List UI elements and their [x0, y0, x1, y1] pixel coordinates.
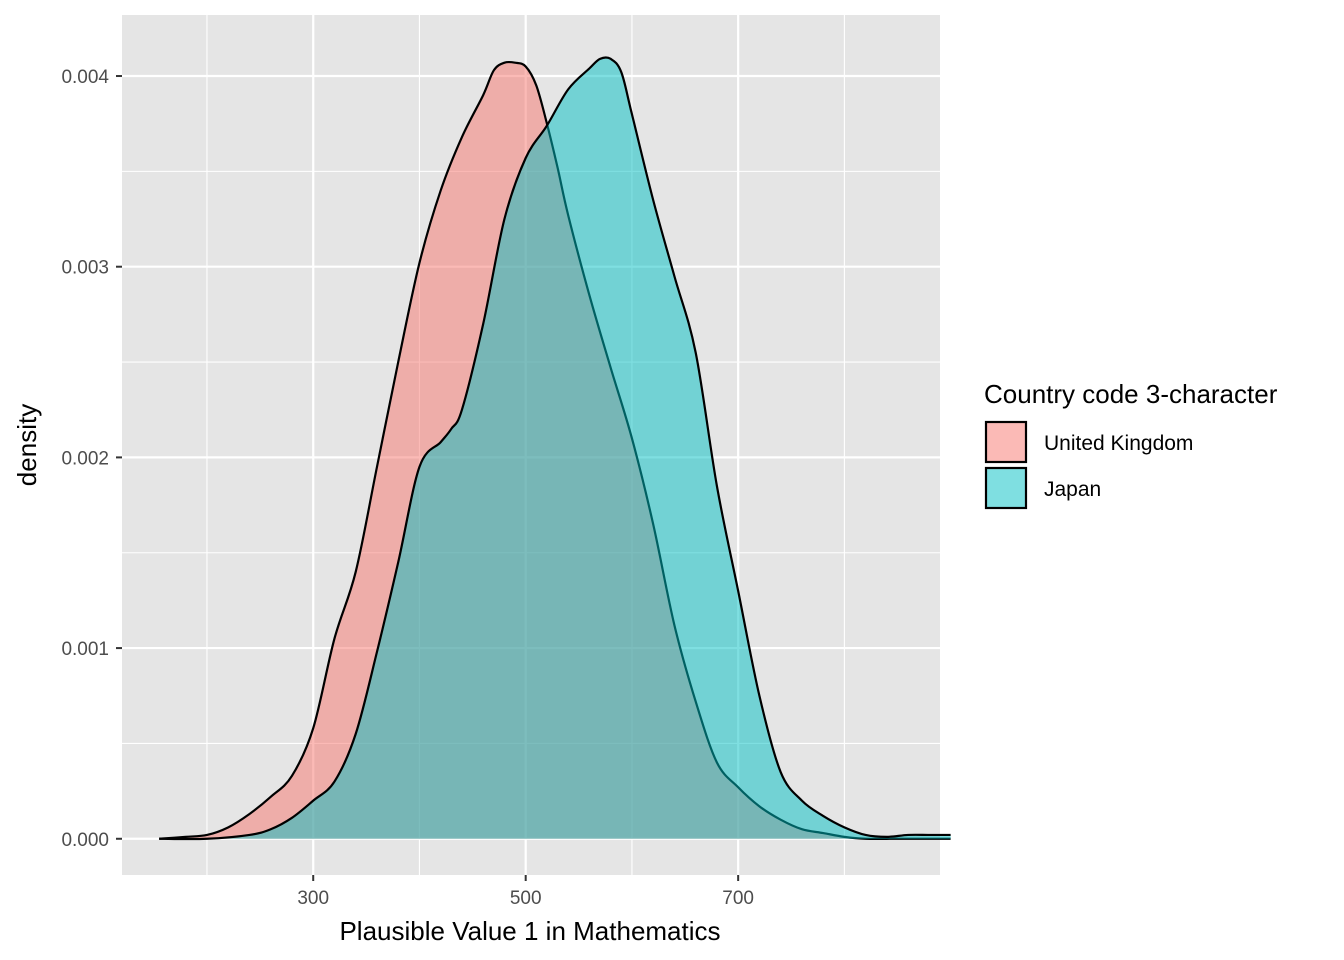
y-tick-label: 0.001: [61, 639, 109, 660]
density-areas: [159, 56, 951, 841]
legend-label-united-kingdom: United Kingdom: [1044, 432, 1193, 455]
y-tick-label: 0.004: [61, 67, 109, 88]
y-axis-title: density: [12, 404, 42, 486]
x-axis-title: Plausible Value 1 in Mathematics: [339, 916, 720, 946]
density-area-japan: [159, 57, 951, 840]
y-tick-label: 0.003: [61, 258, 109, 279]
x-tick-label: 700: [722, 888, 754, 909]
x-tick-label: 500: [510, 888, 542, 909]
legend-title: Country code 3-character: [984, 379, 1278, 409]
legend-swatch-japan: [984, 466, 1028, 510]
x-tick-label: 300: [297, 888, 329, 909]
density-line-japan: [159, 56, 951, 841]
legend: Country code 3-character United Kingdom J…: [984, 379, 1278, 510]
y-tick-label: 0.002: [61, 448, 109, 469]
legend-label-japan: Japan: [1044, 478, 1101, 501]
legend-items: United Kingdom Japan: [984, 420, 1193, 510]
y-tick-label: 0.000: [61, 830, 109, 851]
y-axis: 0.000 0.001 0.002 0.003 0.004: [61, 67, 122, 851]
legend-swatch-united-kingdom: [984, 420, 1028, 464]
x-axis: 300 500 700: [297, 875, 754, 909]
